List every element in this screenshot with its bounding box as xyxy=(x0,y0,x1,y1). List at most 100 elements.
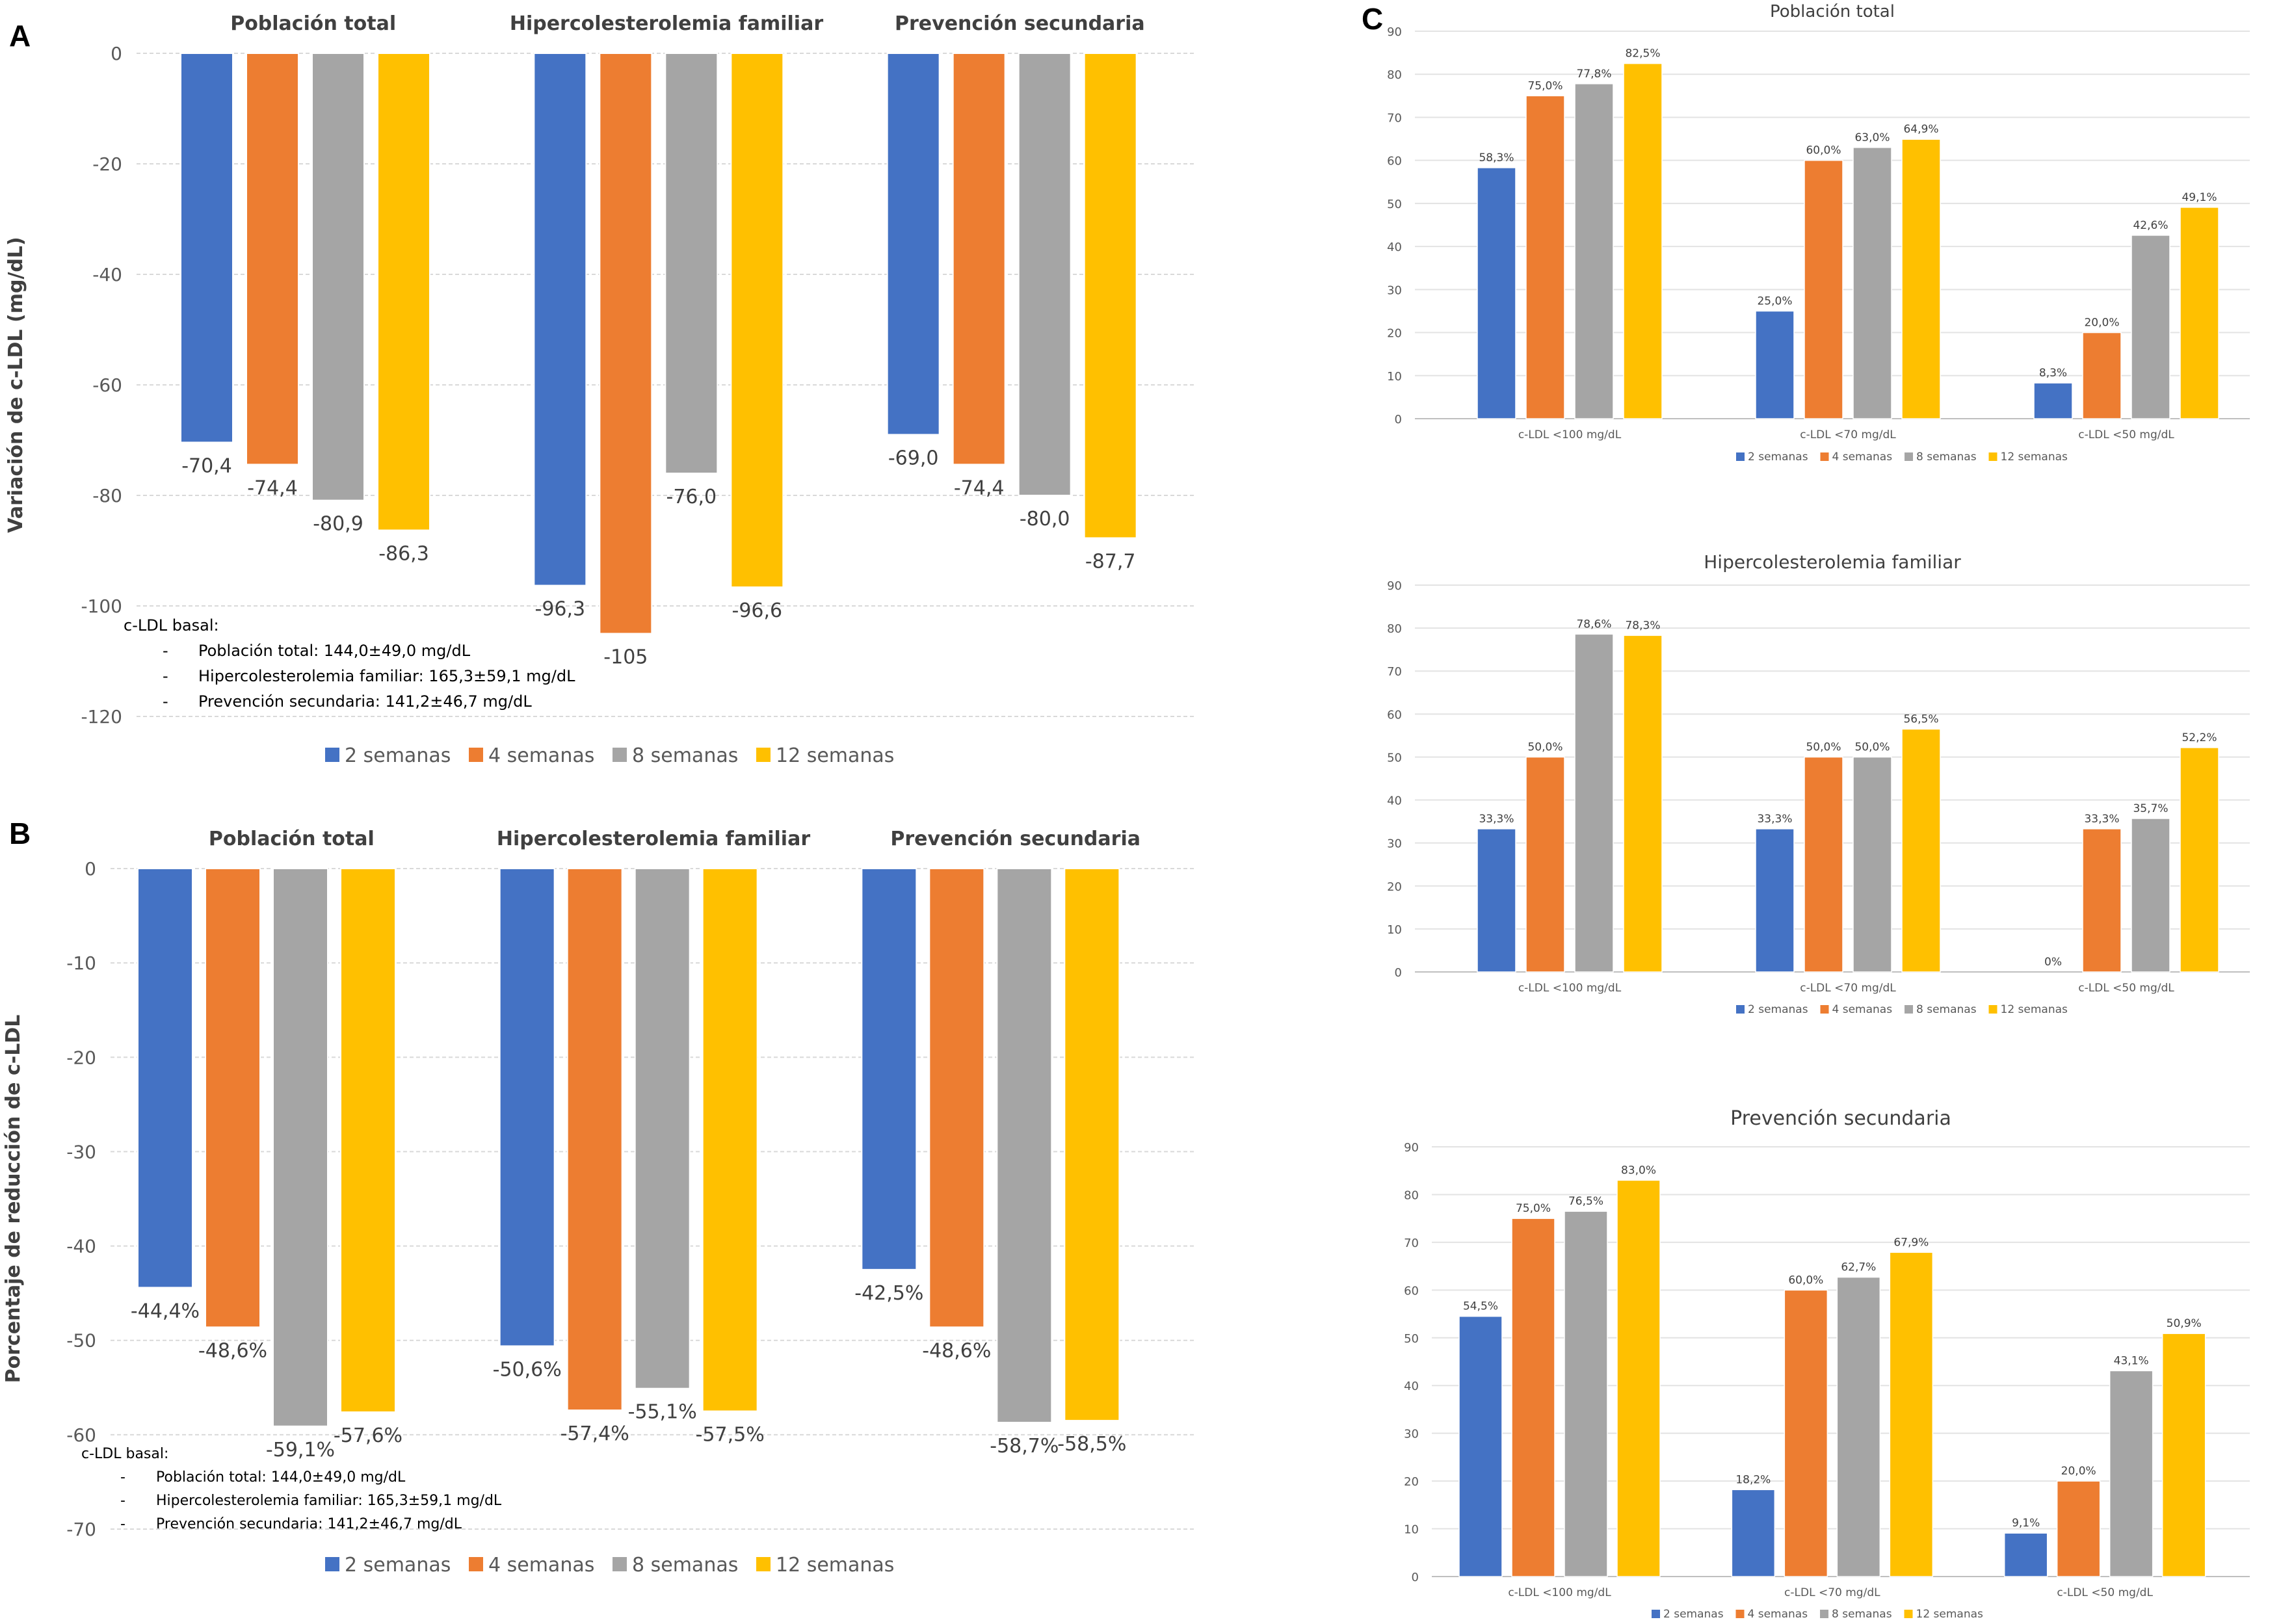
data-label: -58,5% xyxy=(1057,1433,1126,1456)
data-label: -76,0 xyxy=(666,486,717,508)
y-tick-label: 80 xyxy=(1404,1188,1419,1202)
data-label: -57,5% xyxy=(696,1424,765,1447)
y-tick-label: 40 xyxy=(1387,241,1402,254)
bar-2-semanas xyxy=(533,53,587,586)
bar-4-semanas xyxy=(2082,332,2122,419)
y-tick-label: 80 xyxy=(1387,622,1402,636)
bar-2-semanas xyxy=(1755,310,1795,419)
note-dash: - xyxy=(163,642,168,660)
category-label: c-LDL <50 mg/dL xyxy=(2057,1586,2153,1599)
y-tick-label: 70 xyxy=(1404,1237,1419,1250)
group-title: Prevención secundaria xyxy=(895,12,1145,35)
bar-8-semanas xyxy=(311,53,365,501)
group-title: Población total xyxy=(209,828,375,850)
bar-4-semanas xyxy=(1784,1289,1828,1577)
y-tick-label: 0 xyxy=(1395,413,1402,426)
bar-12-semanas xyxy=(1889,1251,1934,1577)
data-label: -80,9 xyxy=(313,513,363,536)
data-label: -48,6% xyxy=(198,1339,267,1362)
data-label: -74,4 xyxy=(954,477,1005,499)
data-label: 50,9% xyxy=(2167,1317,2202,1330)
data-label: 60,0% xyxy=(1788,1274,1823,1287)
panel-label-b: B xyxy=(9,817,31,850)
y-tick-label: 60 xyxy=(1387,155,1402,168)
category-label: c-LDL <100 mg/dL xyxy=(1518,982,1622,995)
data-label: 50,0% xyxy=(1806,740,1841,753)
y-tick-label: 70 xyxy=(1387,111,1402,125)
category-label: c-LDL <100 mg/dL xyxy=(1518,428,1622,441)
y-axis-title: Porcentaje de reducción de c-LDL xyxy=(2,1015,25,1383)
bar-8-semanas xyxy=(2131,818,2170,973)
data-label: 50,0% xyxy=(1854,740,1890,753)
chart-b-ldl-reduction-percent: 0 -10 -20 -30 -40 -50 -60 -70 Porcentaje de redu… xyxy=(2,828,1196,1577)
y-tick-label: -60 xyxy=(66,1424,96,1446)
note-dash: - xyxy=(163,692,168,711)
data-label: 77,8% xyxy=(1576,68,1611,81)
bar-4-semanas xyxy=(205,868,261,1328)
data-label: 8,3% xyxy=(2039,367,2067,380)
y-tick-label: 40 xyxy=(1387,794,1402,808)
legend-label: 12 semanas xyxy=(2001,1003,2068,1016)
category-label: c-LDL <100 mg/dL xyxy=(1508,1586,1611,1599)
category-label: c-LDL <50 mg/dL xyxy=(2078,428,2174,441)
bar-8-semanas xyxy=(2109,1370,2154,1577)
group-title: Hipercolesterolemia familiar xyxy=(497,828,810,850)
bar-12-semanas xyxy=(702,868,758,1412)
bar-12-semanas xyxy=(1901,728,1941,973)
y-tick-label: 30 xyxy=(1387,283,1402,297)
data-label: 0% xyxy=(2044,956,2062,969)
y-tick-label: -60 xyxy=(92,374,122,396)
bar-8-semanas xyxy=(1574,633,1614,973)
y-tick-label: -40 xyxy=(66,1236,96,1257)
note-line: Población total: 144,0±49,0 mg/dL xyxy=(156,1469,406,1486)
legend-label: 4 semanas xyxy=(488,744,594,767)
y-tick-label: 0 xyxy=(1395,966,1402,980)
bar-12-semanas xyxy=(2161,1333,2206,1577)
bar-4-semanas xyxy=(1525,95,1565,419)
data-label: 78,6% xyxy=(1576,618,1611,631)
data-label: 20,0% xyxy=(2084,317,2119,330)
bar-4-semanas xyxy=(566,868,623,1411)
legend-swatch xyxy=(613,748,627,762)
legend-swatch xyxy=(1736,452,1745,461)
note-line: Hipercolesterolemia familiar: 165,3±59,1… xyxy=(156,1493,502,1509)
data-label: -80,0 xyxy=(1020,508,1070,530)
data-label: -105 xyxy=(603,646,648,669)
legend-label: 8 semanas xyxy=(632,1554,738,1577)
data-label: 64,9% xyxy=(1903,123,1938,136)
bar-8-semanas xyxy=(996,868,1053,1423)
chart-c-prevencion-secundaria: Prevención secundaria 0 10 20 30 40 50 60 70 80 90… xyxy=(1404,1107,2250,1621)
panel-label-c: C xyxy=(1362,2,1384,36)
bar-8-semanas xyxy=(1852,756,1892,973)
y-tick-label: 40 xyxy=(1404,1380,1419,1393)
y-tick-label: 30 xyxy=(1404,1428,1419,1441)
data-label: -69,0 xyxy=(888,447,939,470)
data-label: -55,1% xyxy=(628,1401,697,1424)
data-label: 9,1% xyxy=(2012,1517,2040,1530)
bar-8-semanas xyxy=(665,53,719,474)
legend-label: 4 semanas xyxy=(1832,451,1893,464)
data-label: -44,4% xyxy=(131,1300,200,1322)
legend-swatch xyxy=(1905,1005,1913,1014)
y-tick-label: -30 xyxy=(66,1141,96,1162)
data-label: -70,4 xyxy=(181,454,232,477)
bar-4-semanas xyxy=(1804,756,1843,973)
group-title: Prevención secundaria xyxy=(890,828,1140,850)
bar-8-semanas xyxy=(1836,1276,1881,1577)
y-tick-label: 90 xyxy=(1387,25,1402,39)
data-label: 52,2% xyxy=(2182,731,2217,744)
data-label: 76,5% xyxy=(1568,1195,1603,1208)
y-tick-label: 90 xyxy=(1404,1141,1419,1155)
legend-swatch xyxy=(1988,452,1998,461)
bar-2-semanas xyxy=(2033,382,2073,419)
y-tick-label: 10 xyxy=(1387,923,1402,937)
legend-label: 12 semanas xyxy=(1916,1608,1984,1621)
legend-label: 4 semanas xyxy=(1832,1003,1893,1016)
bar-4-semanas xyxy=(1511,1218,1555,1577)
y-tick-label: 90 xyxy=(1387,579,1402,593)
y-tick-label: -10 xyxy=(66,952,96,974)
bar-2-semanas xyxy=(1731,1489,1776,1577)
legend-label: 2 semanas xyxy=(1748,451,1808,464)
data-label: -57,6% xyxy=(334,1424,402,1447)
data-label: 82,5% xyxy=(1625,47,1660,60)
